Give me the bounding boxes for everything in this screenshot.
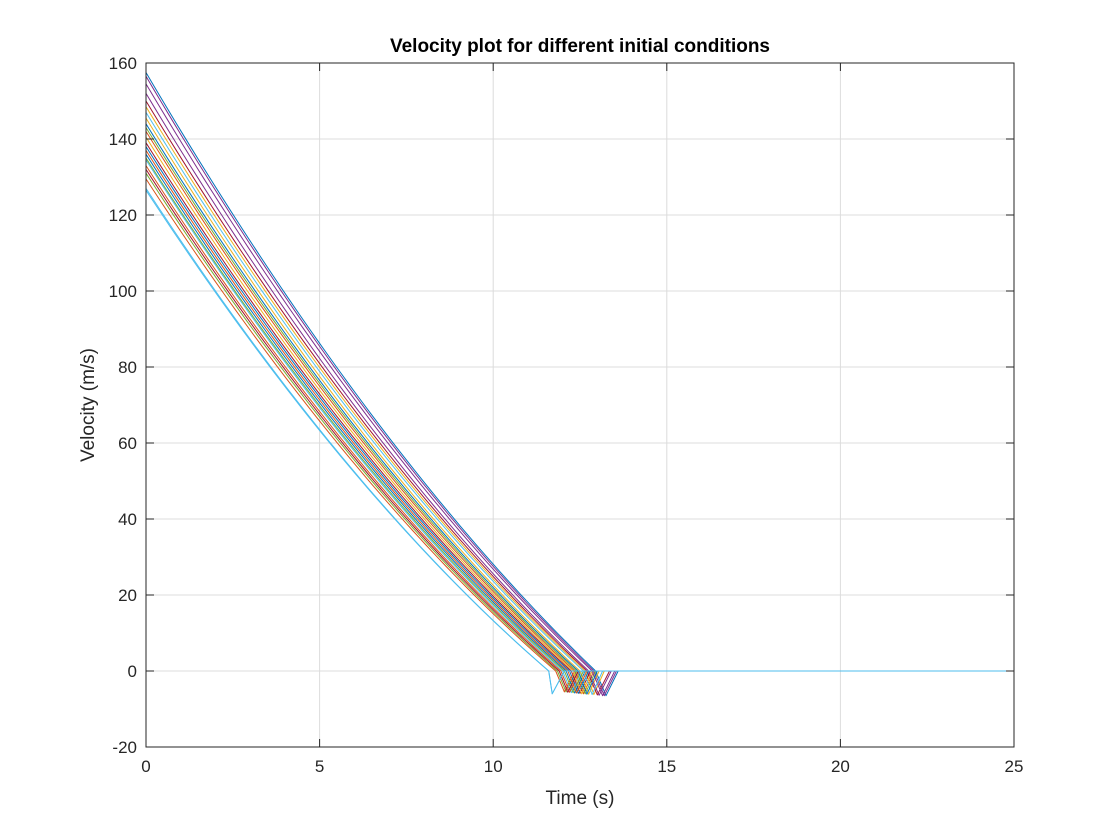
x-tick-label: 5 <box>315 757 324 776</box>
series-line <box>145 157 1014 694</box>
series-line <box>145 123 1014 695</box>
series-line <box>145 146 1014 694</box>
y-tick-label: 160 <box>109 54 137 73</box>
y-tick-label: 60 <box>118 434 137 453</box>
plot-area <box>146 63 1014 747</box>
x-tick-label: 25 <box>1005 757 1024 776</box>
y-tick-label: 80 <box>118 358 137 377</box>
y-tick-label: 100 <box>109 282 137 301</box>
x-tick-label: 15 <box>657 757 676 776</box>
grid-layer <box>145 62 1015 748</box>
series-line <box>145 159 1014 694</box>
series-line <box>145 117 1014 695</box>
y-tick-label: 0 <box>128 662 137 681</box>
series-layer <box>145 72 1014 697</box>
series-line <box>145 127 1014 695</box>
series-line <box>145 83 1014 697</box>
y-tick-label: 40 <box>118 510 137 529</box>
y-tick-label: 120 <box>109 206 137 225</box>
x-tick-label: 0 <box>141 757 150 776</box>
series-line <box>145 172 1014 693</box>
series-line <box>145 93 1014 696</box>
y-tick-label: 140 <box>109 130 137 149</box>
x-tick-label: 10 <box>484 757 503 776</box>
series-line <box>145 106 1014 696</box>
series-line <box>145 153 1014 694</box>
series-line <box>145 169 1014 693</box>
series-line <box>145 131 1014 695</box>
chart-title: Velocity plot for different initial cond… <box>390 36 770 57</box>
y-tick-label: 20 <box>118 586 137 605</box>
axes-box <box>145 62 1015 748</box>
series-line <box>145 142 1014 694</box>
x-tick-label: 20 <box>831 757 850 776</box>
series-line <box>145 165 1014 693</box>
y-tick-label: -20 <box>112 738 137 757</box>
series-line <box>145 72 1014 697</box>
series-line <box>145 136 1014 695</box>
series-line <box>145 112 1014 696</box>
series-line <box>145 150 1014 694</box>
x-axis-title: Time (s) <box>546 788 615 809</box>
y-axis-title: Velocity (m/s) <box>78 348 99 462</box>
series-line <box>145 100 1014 696</box>
series-line <box>145 76 1014 697</box>
series-line <box>145 188 1014 695</box>
series-line <box>145 178 1014 693</box>
